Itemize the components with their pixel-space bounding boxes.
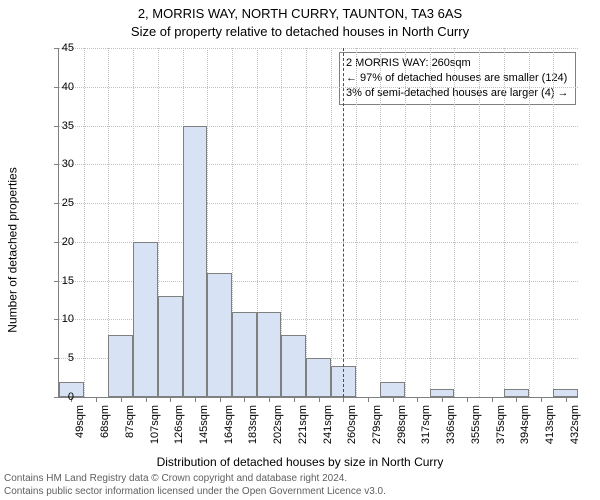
x-tick-mark [170,397,171,402]
grid-line-v [529,48,530,397]
x-tick-mark [541,397,542,402]
x-tick-label: 432sqm [569,405,581,444]
footer-attribution: Contains HM Land Registry data © Crown c… [4,473,386,498]
x-tick-mark [393,397,394,402]
grid-line-h [59,48,578,49]
histogram-bar [158,296,183,397]
x-tick-mark [368,397,369,402]
histogram-bar [504,389,529,397]
grid-line-v [356,48,357,397]
x-tick-label: 260sqm [346,405,358,444]
x-tick-mark [294,397,295,402]
x-tick-label: 126sqm [173,405,185,444]
grid-line-h [59,87,578,88]
grid-line-v [430,48,431,397]
x-tick-label: 68sqm [99,405,111,438]
plot-area: 2 MORRIS WAY: 260sqm ← 97% of detached h… [58,48,578,398]
footer-line1: Contains HM Land Registry data © Crown c… [4,473,386,486]
x-tick-label: 317sqm [420,405,432,444]
x-tick-mark [343,397,344,402]
histogram-bar [108,335,133,397]
y-tick-label: 45 [48,42,74,54]
histogram-bar [232,312,257,397]
y-tick-label: 35 [48,120,74,132]
grid-line-v [380,48,381,397]
x-tick-label: 164sqm [223,405,235,444]
histogram-bar [553,389,578,397]
y-tick-label: 25 [48,197,74,209]
x-tick-label: 202sqm [272,405,284,444]
y-tick-label: 40 [48,81,74,93]
x-tick-mark [121,397,122,402]
grid-line-v [479,48,480,397]
y-tick-label: 15 [48,275,74,287]
x-tick-mark [244,397,245,402]
grid-line-h [59,126,578,127]
y-tick-label: 0 [48,391,74,403]
histogram-bar [207,273,232,397]
histogram-bar [257,312,282,397]
x-tick-mark [220,397,221,402]
grid-line-v [306,48,307,397]
x-tick-label: 336sqm [445,405,457,444]
x-tick-mark [269,397,270,402]
footer-line2: Contains public sector information licen… [4,486,386,499]
grid-line-v [405,48,406,397]
x-tick-mark [492,397,493,402]
x-tick-mark [442,397,443,402]
x-tick-mark [417,397,418,402]
reference-line [343,48,344,397]
x-tick-label: 279sqm [371,405,383,444]
histogram-bar [306,358,331,397]
y-tick-label: 10 [48,313,74,325]
x-tick-label: 107sqm [149,405,161,444]
grid-line-v [454,48,455,397]
histogram-bar [281,335,306,397]
x-tick-mark [566,397,567,402]
y-tick-label: 5 [48,352,74,364]
histogram-bar [430,389,455,397]
grid-line-v [553,48,554,397]
grid-line-h [59,164,578,165]
chart-title-line2: Size of property relative to detached ho… [0,24,600,39]
x-tick-mark [195,397,196,402]
y-tick-label: 20 [48,236,74,248]
histogram-chart: 2, MORRIS WAY, NORTH CURRY, TAUNTON, TA3… [0,0,600,500]
x-tick-mark [96,397,97,402]
y-tick-label: 30 [48,158,74,170]
x-tick-label: 87sqm [124,405,136,438]
x-tick-mark [146,397,147,402]
x-tick-mark [467,397,468,402]
histogram-bar [183,126,208,397]
x-tick-mark [319,397,320,402]
grid-line-h [59,203,578,204]
annotation-box: 2 MORRIS WAY: 260sqm ← 97% of detached h… [339,52,576,105]
chart-title-line1: 2, MORRIS WAY, NORTH CURRY, TAUNTON, TA3… [0,6,600,21]
x-axis-label: Distribution of detached houses by size … [0,455,600,469]
x-tick-label: 49sqm [74,405,86,438]
x-tick-label: 145sqm [198,405,210,444]
x-tick-label: 375sqm [495,405,507,444]
x-tick-label: 221sqm [297,405,309,444]
x-tick-label: 183sqm [247,405,259,444]
grid-line-v [84,48,85,397]
x-tick-mark [516,397,517,402]
x-tick-label: 355sqm [470,405,482,444]
x-tick-label: 241sqm [322,405,334,444]
x-tick-label: 394sqm [519,405,531,444]
histogram-bar [380,382,405,398]
y-axis-label: Number of detached properties [6,0,20,500]
x-tick-label: 413sqm [544,405,556,444]
histogram-bar [133,242,158,397]
grid-line-v [331,48,332,397]
grid-line-v [504,48,505,397]
x-tick-label: 298sqm [396,405,408,444]
